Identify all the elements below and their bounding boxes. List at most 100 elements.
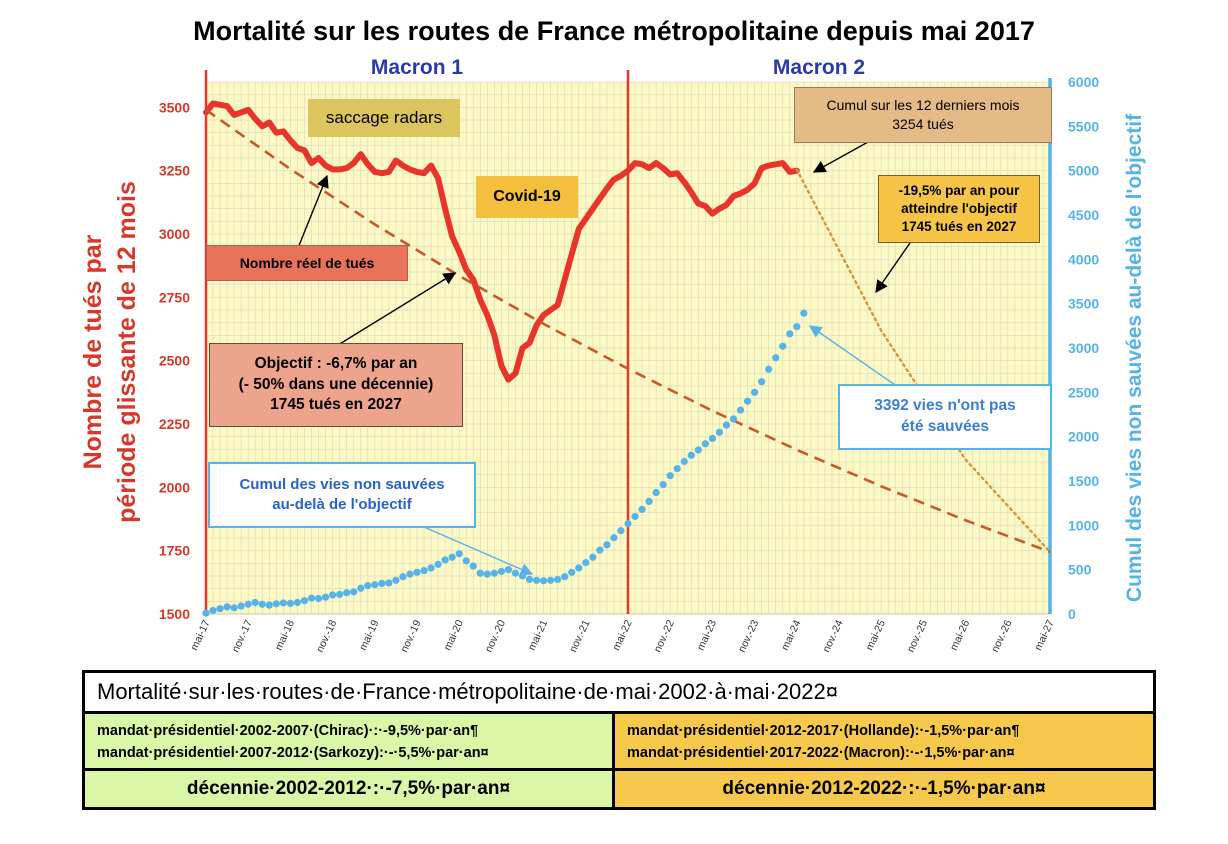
x-tick-label: nov.-24	[820, 618, 845, 654]
cumul-point	[223, 603, 231, 611]
arrow-cumul-lives	[423, 526, 534, 576]
cumul-point	[343, 589, 351, 597]
x-tick-label: mai-26	[948, 618, 973, 652]
y-axis-label-line2: période glissante de 12 mois	[113, 181, 141, 523]
cumul-point	[441, 556, 449, 564]
cumul-point	[645, 497, 653, 505]
y2-tick-label: 1500	[1068, 473, 1099, 489]
cumul-point	[497, 567, 505, 576]
cumul-point	[582, 558, 590, 567]
mandate-macron: mandat·présidentiel·2017-2022·(Macron):·…	[627, 745, 1015, 762]
mandate-label-1: Macron 1	[371, 56, 464, 79]
y-tick-label: 2000	[159, 479, 190, 495]
cumul-point	[631, 512, 639, 521]
cumul-point	[624, 519, 632, 528]
cumul-point	[638, 505, 646, 513]
cumul-point	[286, 599, 294, 607]
y2-tick-label: 2500	[1068, 384, 1099, 400]
cumul-point	[603, 541, 611, 549]
cumul-point	[336, 590, 344, 599]
right-axis-ticks: 0 500 1000 1500 2000 2500 3000 3500 4000 4500 5000…	[1068, 74, 1099, 622]
cumul-point	[518, 572, 527, 580]
arrow-lost-lives	[808, 325, 899, 388]
table-left-decade: décennie·2002-2012·:·-7,5%·par·an¤	[85, 771, 615, 807]
x-tick-label: nov.-23	[736, 618, 761, 654]
cumul-point	[216, 605, 224, 613]
left-axis-ticks: 1500 1750 2000 2250 2500 2750 3000 3250 3500	[159, 99, 190, 622]
y-tick-label: 2250	[159, 416, 190, 432]
x-tick-label: mai-27	[1032, 618, 1057, 652]
series-1-line	[203, 100, 800, 383]
cumul-point	[371, 581, 379, 589]
cumul-point	[561, 573, 569, 581]
x-tick-label: nov.-18	[314, 618, 339, 654]
cumul-point	[272, 600, 280, 608]
mandate-label-2: Macron 2	[773, 56, 865, 79]
y-tick-label: 1500	[159, 606, 190, 622]
cumul-point	[589, 553, 597, 561]
x-axis-ticks: mai-17 nov.-17 mai-18 nov.-18 mai-19 nov.-19 m…	[188, 618, 1057, 654]
cumul-point	[743, 397, 752, 405]
cumul-point	[687, 451, 695, 459]
cumul-point	[462, 557, 470, 565]
cumul-lives-line1: Cumul des vies non sauvées	[239, 475, 445, 493]
cumul-point	[392, 576, 400, 584]
x-tick-label: nov.-19	[398, 618, 423, 654]
x-tick-label: mai-20	[441, 618, 466, 652]
required-line2: atteindre l'objectif	[901, 200, 1017, 216]
annotation-required-rate: -19,5% par an pour atteindre l'objectif …	[878, 175, 1040, 243]
cumul-point	[420, 566, 428, 575]
x-tick-label: mai-24	[779, 618, 804, 652]
table-right-mandates: mandat·présidentiel·2012-2017·(Hollande)…	[615, 714, 1153, 771]
annotation-cumul-12-months: Cumul sur les 12 derniers mois 3254 tués	[794, 87, 1052, 143]
y2-tick-label: 3500	[1068, 296, 1099, 312]
y2-tick-label: 1000	[1068, 517, 1099, 533]
x-tick-label: nov.-25	[905, 618, 930, 654]
cumul-point	[722, 421, 731, 429]
cumul-point	[300, 597, 309, 605]
cumul-point	[399, 573, 407, 581]
x-tick-label: mai-25	[863, 618, 888, 652]
summary-table: Mortalité·sur·les·routes·de·France·métro…	[82, 670, 1156, 810]
y2-tick-label: 6000	[1068, 74, 1099, 90]
x-tick-label: nov.-26	[989, 618, 1014, 654]
annotation-real-deaths: Nombre réel de tués	[206, 245, 408, 281]
cumul-point	[694, 446, 702, 454]
cumul-point	[800, 309, 808, 317]
cumul-point	[279, 599, 287, 607]
cumul-point	[357, 584, 365, 592]
cumul-point	[673, 464, 681, 473]
cumul-point	[307, 594, 316, 602]
cumul-point	[476, 569, 484, 577]
y2-tick-label: 5500	[1068, 118, 1099, 134]
annotation-covid: Covid-19	[476, 176, 578, 218]
y2-tick-label: 3000	[1068, 340, 1099, 356]
arrow-required	[875, 239, 913, 294]
cumul-point	[765, 365, 773, 373]
annotation-cumul-lives: Cumul des vies non sauvées au-delà de l'…	[208, 462, 476, 528]
mandate-sarkozy: mandat·présidentiel·2007-2012·(Sarkozy):…	[97, 745, 489, 762]
cumul-point	[554, 575, 562, 584]
cumul-point	[385, 579, 393, 587]
y-axis-label-line1: Nombre de tués par	[79, 234, 107, 469]
cumul-point	[265, 601, 273, 609]
cumul-point	[729, 415, 738, 423]
cumul-point	[736, 406, 745, 414]
cumul-point	[413, 568, 421, 576]
series-2-line	[205, 108, 1051, 554]
cumul-point	[511, 569, 520, 577]
cumul-point	[378, 579, 386, 588]
x-tick-label: nov.-20	[483, 618, 508, 654]
series-4-points	[202, 309, 808, 617]
required-line1: -19,5% par an pour	[898, 182, 1020, 198]
x-tick-label: nov.-22	[652, 618, 677, 654]
y2-tick-label: 4500	[1068, 207, 1099, 223]
cumul-point	[617, 527, 625, 535]
y2-tick-label: 0	[1068, 606, 1076, 622]
cumul-point	[680, 457, 688, 466]
lost-lives-line2: été sauvées	[901, 418, 989, 435]
series-layer	[202, 100, 1052, 617]
y-tick-label: 3000	[159, 226, 190, 242]
cumul-point	[525, 575, 534, 584]
cumul-point	[448, 553, 456, 561]
